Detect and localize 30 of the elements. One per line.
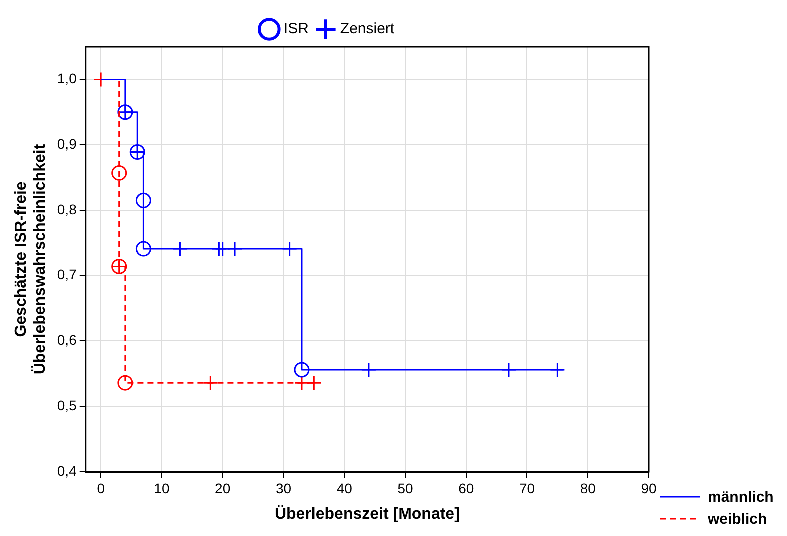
y-tick-label: 1,0 [57,70,78,87]
point [202,375,218,391]
x-tick-label: 80 [580,480,596,496]
y-tick-label: 0,4 [57,462,78,479]
point [294,362,310,378]
x-axis-title: Überlebenszeit [Monate] [274,504,460,523]
y-axis-title: Geschätzte ISR-freie Überlebenswahrscheinlichkeit [13,144,50,375]
point [136,192,152,208]
legend-label: weiblich [708,510,768,528]
point [112,165,128,181]
x-tick-label: 10 [154,480,170,496]
x-tick-label: 40 [336,480,353,496]
y-tick-label: 0,5 [57,397,78,414]
legend-label: Zensiert [340,20,396,38]
legend-label: männlich [708,488,774,506]
point [306,375,322,391]
y-tick-label: 0,6 [57,332,78,348]
x-tick-label: 20 [215,480,231,496]
x-tick-label: 90 [641,480,657,496]
x-tick-label: 0 [97,480,106,496]
x-tick-label: 70 [519,480,536,496]
y-tick-label: 0,9 [57,136,78,152]
y-tick-label: 0,8 [57,201,78,218]
legend-label: ISR [284,20,310,38]
point [136,241,152,257]
y-tick-label: 0,7 [57,266,78,283]
x-tick-label: 50 [398,480,414,496]
x-tick-label: 30 [276,480,292,496]
point [118,375,134,391]
x-tick-label: 60 [458,480,474,496]
